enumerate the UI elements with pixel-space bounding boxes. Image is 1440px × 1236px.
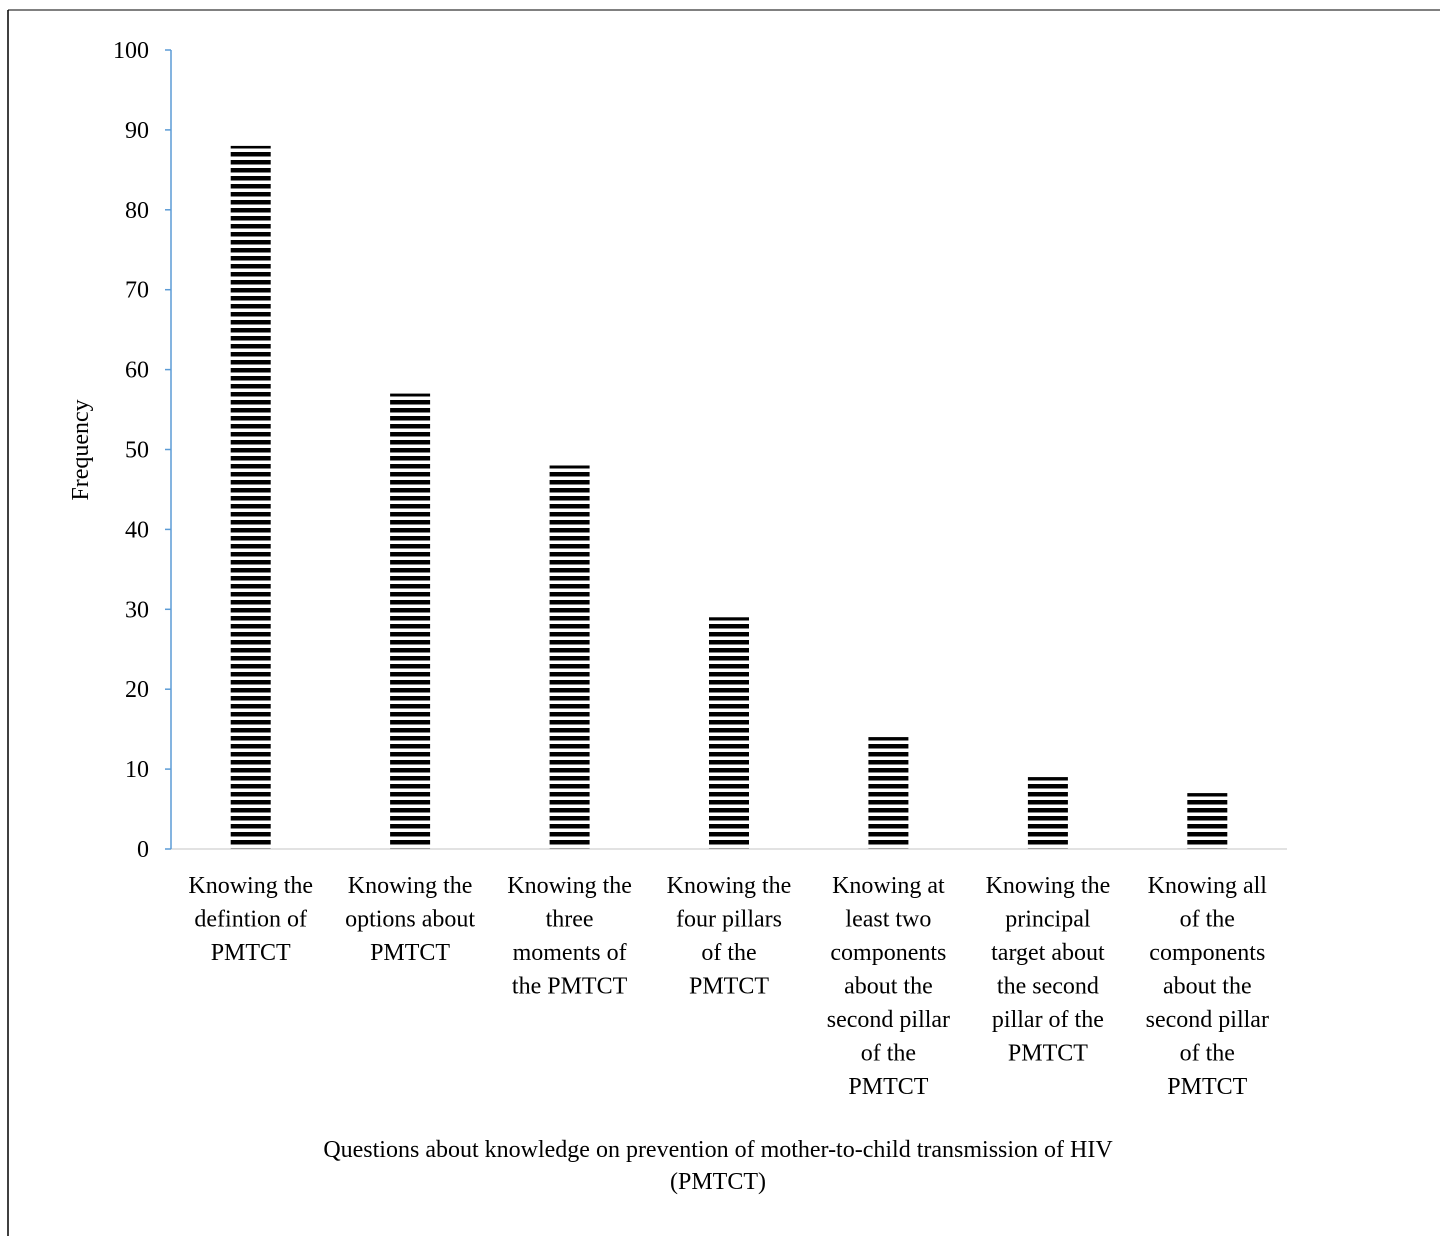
category-label-7: Knowing all of the components about the seco… — [1146, 873, 1269, 1100]
category-label-5: Knowing at least two components about the se… — [827, 873, 950, 1100]
y-tick-label: 90 — [125, 118, 149, 144]
bar-4 — [709, 617, 749, 849]
category-label-3: Knowing the three moments of the PMTCT — [507, 873, 632, 1000]
bar-1 — [230, 145, 271, 849]
y-tick-label: 70 — [125, 278, 149, 304]
category-label-4: Knowing the four pillars of the PMTCT — [667, 873, 792, 1000]
category-label-1: Knowing the defintion of PMTCT — [188, 873, 313, 966]
y-tick-label: 30 — [125, 597, 149, 623]
category-label-2: Knowing the options about PMTCT — [345, 873, 475, 966]
y-tick-label: 10 — [125, 757, 149, 783]
x-axis-title: Questions about knowledge on prevention … — [323, 1137, 1113, 1195]
bar-2 — [390, 393, 431, 849]
y-tick-label: 20 — [125, 677, 149, 703]
y-axis-title: Frequency — [68, 399, 94, 500]
bar-7 — [1187, 793, 1228, 849]
y-tick-label: 80 — [125, 198, 149, 224]
bar-5 — [868, 737, 909, 849]
bar-3 — [549, 465, 590, 849]
bar-6 — [1027, 777, 1068, 849]
y-tick-label: 100 — [113, 38, 149, 64]
y-tick-label: 0 — [137, 837, 149, 863]
y-tick-label: 60 — [125, 358, 149, 384]
category-label-6: Knowing the principal target about the seco… — [986, 873, 1111, 1067]
y-tick-label: 40 — [125, 517, 149, 543]
y-tick-label: 50 — [125, 438, 149, 464]
